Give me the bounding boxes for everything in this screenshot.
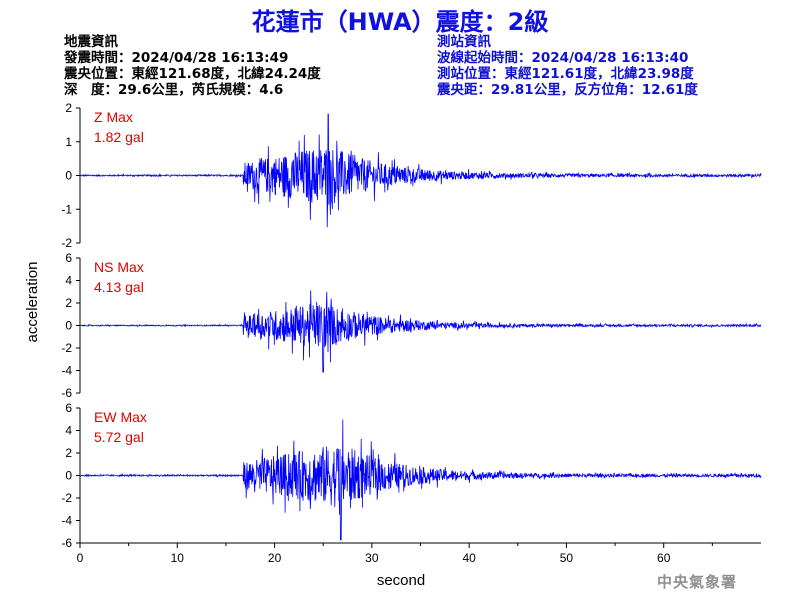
y-tick-label-EW: -4 — [61, 514, 72, 528]
station-location: 測站位置：東經121.61度，北緯23.98度 — [437, 66, 694, 82]
station-info-heading: 測站資訊 — [437, 34, 491, 50]
x-tick-label: 30 — [365, 551, 379, 565]
page-title: 花蓮市（HWA）震度：2級 — [251, 8, 549, 36]
max-label-NS: NS Max — [94, 259, 144, 275]
y-tick-label-NS: 4 — [65, 274, 72, 288]
earthquake-info: 地震資訊 發震時間：2024/04/28 16:13:49 震央位置：東經121… — [64, 34, 321, 98]
x-axis-title: second — [377, 572, 425, 589]
max-label-Z: Z Max — [94, 109, 133, 125]
x-tick-label: 60 — [657, 551, 671, 565]
y-tick-label-Z: -1 — [61, 202, 72, 216]
x-tick-label: 0 — [77, 551, 84, 565]
y-tick-label-EW: 6 — [65, 401, 72, 415]
y-tick-label-NS: -6 — [61, 386, 72, 400]
earthquake-info-heading: 地震資訊 — [64, 34, 118, 50]
max-value-Z: 1.82 gal — [94, 129, 144, 145]
y-tick-label-NS: -2 — [61, 341, 72, 355]
y-tick-label-EW: -6 — [61, 536, 72, 550]
y-tick-label-NS: 2 — [65, 296, 72, 310]
origin-time: 發震時間：2024/04/28 16:13:49 — [64, 50, 289, 66]
trace-NS — [79, 290, 762, 373]
y-tick-label-Z: 2 — [65, 101, 72, 115]
y-tick-label-Z: -2 — [61, 236, 72, 250]
y-tick-label-EW: 0 — [65, 469, 72, 483]
agency-watermark: 中央氣象署 — [657, 573, 738, 591]
y-tick-label-Z: 1 — [65, 135, 72, 149]
x-tick-label: 50 — [560, 551, 574, 565]
max-value-NS: 4.13 gal — [94, 279, 144, 295]
epicenter-location: 震央位置：東經121.68度，北緯24.24度 — [64, 66, 321, 82]
y-tick-label-EW: 4 — [65, 424, 72, 438]
y-tick-label-NS: 0 — [65, 319, 72, 333]
max-label-EW: EW Max — [94, 409, 147, 425]
max-value-EW: 5.72 gal — [94, 429, 144, 445]
station-info: 測站資訊 波線起始時間：2024/04/28 16:13:40 測站位置：東經1… — [437, 34, 698, 98]
depth-magnitude: 深 度：29.6公里，芮氏規模：4.6 — [64, 82, 284, 98]
y-axis-title: acceleration — [24, 262, 41, 343]
y-tick-label-EW: 2 — [65, 446, 72, 460]
epicentral-distance: 震央距：29.81公里，反方位角：12.61度 — [437, 82, 698, 98]
x-tick-label: 20 — [268, 551, 282, 565]
y-tick-label-NS: -4 — [61, 364, 72, 378]
y-tick-label-NS: 6 — [65, 251, 72, 265]
x-tick-label: 10 — [171, 551, 185, 565]
y-tick-label-EW: -2 — [61, 491, 72, 505]
wave-start-time: 波線起始時間：2024/04/28 16:13:40 — [437, 50, 689, 66]
y-tick-label-Z: 0 — [65, 169, 72, 183]
trace-EW — [79, 419, 762, 541]
x-tick-label: 40 — [462, 551, 476, 565]
trace-Z — [80, 113, 762, 228]
